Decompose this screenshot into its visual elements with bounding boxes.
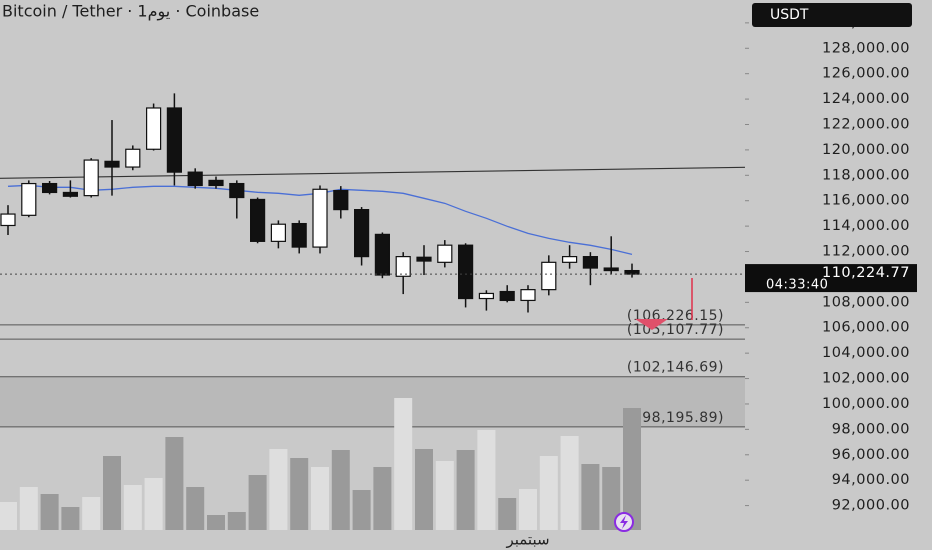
candle-body [104,160,120,168]
volume-bar [498,498,517,530]
candle-body [291,222,307,248]
y-tick-label: 94,000.00 [832,472,910,488]
volume-bar [560,436,579,530]
volume-bar [19,487,38,530]
candle-body [166,107,182,173]
trendline [0,166,746,179]
volume-bar [477,430,496,530]
volume-bar [581,464,600,530]
candle-body [312,188,328,248]
candle-body [333,189,349,211]
volume-bar [331,450,350,530]
volume-bar [269,449,288,530]
arrow-head [635,319,668,330]
candle-body [354,209,370,258]
volume-bar [415,449,433,530]
y-tick-label: 118,000.00 [822,167,910,183]
level-label: (98,195.89) [636,410,724,426]
candle-body [21,182,37,216]
plot: 92,000.00 94,000.00 96,000.00 98,000.00 100,… [0,15,917,530]
countdown: 04:33:40 [766,278,828,293]
y-tick-label: 104,000.00 [822,345,910,361]
candle-body [395,256,411,277]
volume-bar [103,456,121,530]
y-tick-label: 116,000.00 [822,193,910,209]
candle-body [458,244,474,300]
last-price-label: 110,224.77 [822,265,910,281]
candle-body [437,244,453,263]
y-tick-label: 120,000.00 [822,142,910,158]
volume-bar [456,450,475,530]
y-tick-label: 128,000.00 [822,40,910,56]
candle-body [520,289,536,302]
y-tick-label: 102,000.00 [822,371,910,387]
volume-bar [435,461,454,530]
candle-body [582,256,599,269]
y-tick-label: 108,000.00 [822,294,910,310]
candle-body [62,191,79,197]
y-tick-label: 106,000.00 [822,320,910,336]
y-tick-label: 100,000.00 [822,396,910,412]
candle-body [208,179,224,187]
candle-body [624,269,640,275]
volume-bar [0,502,17,530]
currency-badge [752,3,912,27]
volume-bar [539,456,558,530]
candle-body [83,159,99,197]
volume-bar [144,478,163,530]
last-price-box [745,264,917,293]
candle-body [478,292,494,300]
candle-body [41,182,58,194]
candle-body [499,290,515,302]
candle-body [561,256,578,263]
candle-body [0,213,16,227]
y-tick-label: 92,000.00 [832,498,910,514]
volume-bar [40,494,59,530]
candle-body [603,267,619,272]
volume-bar [394,398,413,530]
candle-body [270,223,286,242]
volume-bar [165,437,184,530]
volume-bar [352,490,371,530]
indicator-icon-bolt [620,515,628,529]
candle-body [416,256,432,262]
level-label: (105,107.77) [627,322,724,338]
level-label: (102,146.69) [627,360,724,376]
volume-bar [623,408,641,530]
candle-body [541,261,557,291]
volume-bar [186,487,205,530]
y-tick-label: 122,000.00 [822,116,910,132]
candle-body [125,148,141,168]
volume-bar [602,467,621,530]
zone [0,376,745,427]
volume-bar [519,489,537,530]
currency-label: USDT [770,7,809,23]
volume-bar [207,515,225,530]
volume-bar [123,485,142,530]
candle-body [187,171,203,187]
y-tick-label: 96,000.00 [832,447,910,463]
volume-bar [311,467,329,530]
x-axis-label: سبتمبر [505,531,549,549]
y-tick-label: 124,000.00 [822,91,910,107]
volume-bar [248,475,267,530]
y-tick-label: 112,000.00 [822,244,910,260]
volume-bar [227,512,246,530]
volume-bar [61,507,80,530]
y-tick-label: 98,000.00 [832,421,910,437]
candle-body [250,198,266,242]
candle-body [374,233,390,276]
y-tick-label: 126,000.00 [822,66,910,82]
volume-bar [82,497,101,530]
chart-title: Bitcoin / Tether · 1يوم · Coinbase [2,2,259,22]
volume-bar [290,458,309,530]
volume-bar [373,467,392,530]
candle-body [229,182,245,199]
candle-body [146,107,162,150]
y-tick-label: 114,000.00 [822,218,910,234]
